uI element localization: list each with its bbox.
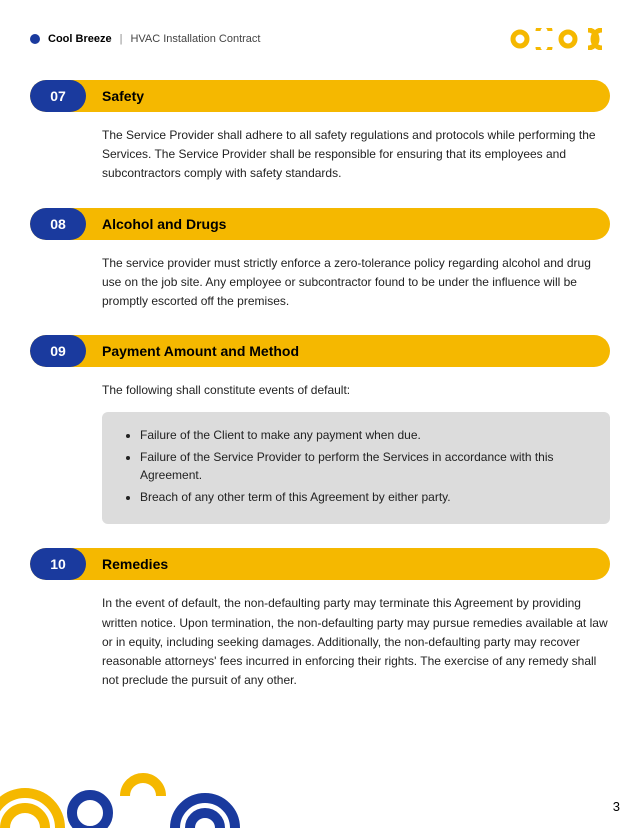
section-intro: The following shall constitute events of…	[102, 383, 350, 397]
section-number: 09	[30, 335, 86, 367]
doc-subtitle: HVAC Installation Contract	[130, 33, 260, 45]
page-header: Cool Breeze | HVAC Installation Contract	[0, 0, 640, 50]
bullet-list: Failure of the Client to make any paymen…	[122, 426, 590, 506]
section-payment: 09 Payment Amount and Method The followi…	[30, 335, 610, 524]
section-title: Safety	[86, 80, 144, 112]
section-number: 10	[30, 548, 86, 580]
section-safety: 07 Safety The Service Provider shall adh…	[30, 80, 610, 184]
oxox-icon	[510, 28, 610, 50]
brand-name: Cool Breeze	[48, 33, 112, 45]
section-title: Alcohol and Drugs	[86, 208, 226, 240]
brand-divider: |	[120, 33, 123, 45]
section-body: In the event of default, the non-default…	[30, 580, 610, 690]
list-item: Breach of any other term of this Agreeme…	[140, 488, 590, 506]
section-title: Remedies	[86, 548, 168, 580]
header-left: Cool Breeze | HVAC Installation Contract	[30, 33, 260, 45]
section-header: 10 Remedies	[30, 548, 610, 580]
list-item: Failure of the Service Provider to perfo…	[140, 448, 590, 484]
default-events-callout: Failure of the Client to make any paymen…	[102, 412, 610, 524]
page-number: 3	[613, 799, 620, 814]
section-title: Payment Amount and Method	[86, 335, 299, 367]
section-alcohol-drugs: 08 Alcohol and Drugs The service provide…	[30, 208, 610, 312]
content-area: 07 Safety The Service Provider shall adh…	[0, 50, 640, 690]
section-header: 07 Safety	[30, 80, 610, 112]
section-number: 07	[30, 80, 86, 112]
section-number: 08	[30, 208, 86, 240]
section-body: The service provider must strictly enfor…	[30, 240, 610, 312]
footer-decoration-icon	[0, 768, 640, 828]
section-header: 09 Payment Amount and Method	[30, 335, 610, 367]
logo-shapes	[510, 28, 610, 50]
section-body: The Service Provider shall adhere to all…	[30, 112, 610, 184]
section-remedies: 10 Remedies In the event of default, the…	[30, 548, 610, 690]
section-body: The following shall constitute events of…	[30, 367, 610, 524]
brand-dot-icon	[30, 34, 40, 44]
section-header: 08 Alcohol and Drugs	[30, 208, 610, 240]
list-item: Failure of the Client to make any paymen…	[140, 426, 590, 444]
